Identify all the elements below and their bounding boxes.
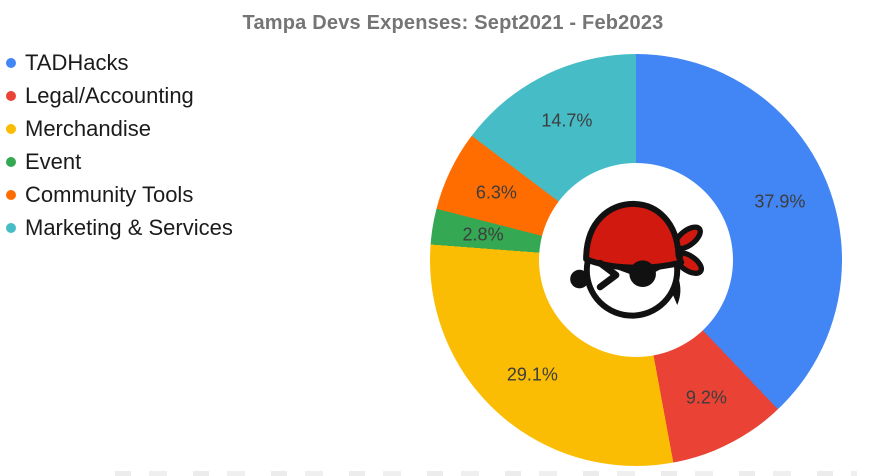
legend-dot-community-tools (6, 189, 16, 200)
legend-dot-merchandise (6, 123, 16, 134)
legend-item-marketing-services[interactable]: Marketing & Services (2, 211, 233, 244)
slice-label-community-tools: 6.3% (475, 182, 517, 203)
legend-item-community-tools[interactable]: Community Tools (2, 178, 233, 211)
legend-label: Community Tools (25, 181, 194, 207)
legend-item-event[interactable]: Event (2, 145, 233, 178)
slice-label-tadhacks: 37.9% (754, 191, 806, 212)
legend-item-legal-accounting[interactable]: Legal/Accounting (2, 79, 233, 112)
legend-item-merchandise[interactable]: Merchandise (2, 112, 233, 145)
legend-dot-marketing-services (6, 222, 16, 233)
cropped-caption-artifact (115, 471, 857, 476)
pirate-face-icon (570, 200, 704, 319)
chart-legend: TADHacks Legal/Accounting Merchandise Event… (2, 46, 233, 244)
legend-dot-event (6, 156, 16, 167)
chart-title: Tampa Devs Expenses: Sept2021 - Feb2023 (242, 12, 664, 34)
slice-label-legal-accounting: 9.2% (685, 387, 727, 408)
slice-label-merchandise: 29.1% (506, 364, 558, 385)
legend-label: Merchandise (25, 115, 151, 141)
donut-hole (539, 163, 733, 357)
legend-dot-tadhacks (6, 57, 16, 68)
legend-dot-legal-accounting (6, 90, 16, 101)
slice-label-marketing-services: 14.7% (541, 110, 593, 131)
slice-label-event: 2.8% (462, 224, 504, 245)
legend-label: Event (25, 148, 82, 174)
donut-chart[interactable]: 37.9% 9.2% 29.1% 2.8% 6.3% 14.7% (430, 54, 842, 466)
legend-label: Legal/Accounting (25, 82, 194, 108)
legend-item-tadhacks[interactable]: TADHacks (2, 46, 233, 79)
legend-label: TADHacks (25, 49, 129, 75)
legend-label: Marketing & Services (25, 214, 233, 240)
